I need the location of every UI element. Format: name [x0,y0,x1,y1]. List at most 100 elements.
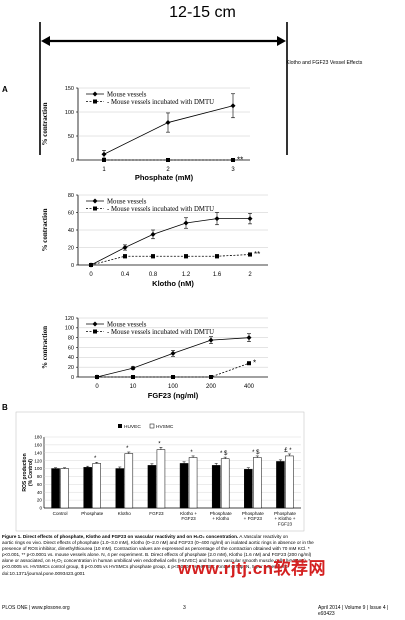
x-tick-label: 2 [248,272,252,278]
bar-hvsmc [253,457,262,509]
category-label: Phosphate [210,511,232,516]
bar-chart-ros: 0 20 40 60 80 100 120 140 160 180 ROS production (%… [15,411,305,532]
y-tick-label: 20 [37,498,43,503]
data-point-square [131,375,135,379]
bar-huvec [83,467,92,509]
legend-label-hvsmc: HVSMC [156,424,174,430]
caption-line: A.Vascular reactivity on [238,534,288,539]
data-point-diamond [122,245,128,250]
significance-mark: * [190,450,193,456]
category-label: FGF23 [149,511,164,516]
bar-huvec [51,468,60,509]
category-label: + Klotho + [274,516,295,521]
y-tick-label: 60 [68,210,74,216]
y-tick-label: 0 [71,375,74,381]
data-point-square [184,254,188,259]
y-tick-label: 100 [65,326,74,332]
legend-label: - Mouse vessels incubated with DMTU [107,99,214,106]
y-tick-label: 40 [68,228,74,234]
data-point-square [209,375,213,379]
legend-marker-square [93,329,97,334]
category-label: FGF23 [278,521,293,526]
data-point-diamond [101,151,107,157]
x-tick-label: 0.8 [149,272,158,278]
footer-page-number: 3 [183,605,186,611]
legend-marker-diamond [92,91,98,97]
y-tick-label: 140 [34,450,42,455]
watermark-text: www.rjtj.cn软荐网 [178,559,327,578]
y-axis-label: ROS production [22,453,28,491]
legend-marker-diamond [92,198,98,204]
category-label: FGF23 [181,516,196,521]
data-point-square [215,254,219,259]
significance-mark: ** [237,156,243,165]
legend-marker-square [93,206,97,211]
data-point-square [166,158,170,162]
caption-line: p<0.001, ** p<0.0001 vs. mouse vessels a… [2,552,312,558]
y-tick-label: 60 [68,345,74,351]
y-tick-label: 50 [68,134,74,140]
x-tick-label: 2 [166,167,170,173]
bar-hvsmc [220,458,230,509]
category-label: Klotho + [180,511,197,516]
ruler-right-arrowhead [277,36,286,46]
caption-line: aortic rings ex vivo. Direct effects of … [2,540,314,546]
data-point-square [151,254,155,259]
ruler-left-arrowhead [41,36,50,46]
bar-hvsmc [285,455,294,509]
x-tick-label: 100 [168,384,179,390]
caption-line: presence of ROS inhibitor, dimethylthiou… [2,546,310,552]
category-label: Phosphate [242,511,264,516]
legend-label: Mouse vessels [107,91,147,98]
x-tick-label: 1.2 [182,272,191,278]
bar-huvec [115,468,125,509]
line-chart-3: 0 20 40 60 80 100 120 0 10 100 200 400 FGF23 (ng/ml)… [41,316,268,400]
x-tick-label: 400 [244,384,255,390]
bar-hvsmc [156,449,166,509]
y-axis-label: (% Control) [28,459,34,486]
caption-doi: doi:10.1371/journal.pone.0093423.g001 [2,570,85,576]
significance-mark: * [94,456,97,462]
data-point-diamond [165,120,171,126]
bar-hvsmc [92,463,101,509]
y-tick-label: 0 [39,506,42,511]
figure-caption: Figure 1. Direct effects of phosphate, K… [2,534,402,577]
bar-huvec [211,465,221,509]
bar-huvec [179,463,189,509]
data-point-diamond [230,103,236,109]
y-tick-label: 20 [68,365,74,371]
legend-swatch-hvsmc [149,423,155,429]
y-tick-label: 120 [65,316,74,322]
panel-label-b: B [2,403,8,412]
data-point-square [247,361,251,366]
running-title: Klotho and FGF23 Vessel Effects [286,60,363,66]
x-axis-label: FGF23 (ng/ml) [148,391,199,400]
y-tick-label: 180 [34,435,42,440]
x-tick-label: 3 [231,167,235,173]
significance-mark: * [126,446,129,452]
data-point-diamond [150,231,156,237]
bar-hvsmc [188,457,198,509]
bar-huvec [244,469,253,509]
bar-huvec [147,465,157,509]
x-tick-label: 200 [206,384,217,390]
data-point-diamond [130,365,136,371]
significance-mark: * [253,359,256,368]
panel-label-a: A [2,85,8,94]
ruler-label: 12-15 cm [169,4,236,21]
data-point-diamond [214,216,220,222]
legend-label: Mouse vessels [107,198,147,205]
significance-mark: * [158,441,161,447]
y-tick-label: 80 [37,474,43,479]
x-tick-label: 0 [89,272,93,278]
category-label: Phosphate [81,511,103,516]
x-tick-label: 0 [95,384,99,390]
y-tick-label: 80 [68,193,74,199]
mouse-series-line [90,218,250,266]
legend-label: Mouse vessels [107,321,147,328]
y-tick-label: 160 [34,442,42,447]
y-tick-label: 80 [68,335,74,341]
footer-journal: PLOS ONE | www.plosone.org [2,605,70,611]
bar-hvsmc [124,453,134,509]
